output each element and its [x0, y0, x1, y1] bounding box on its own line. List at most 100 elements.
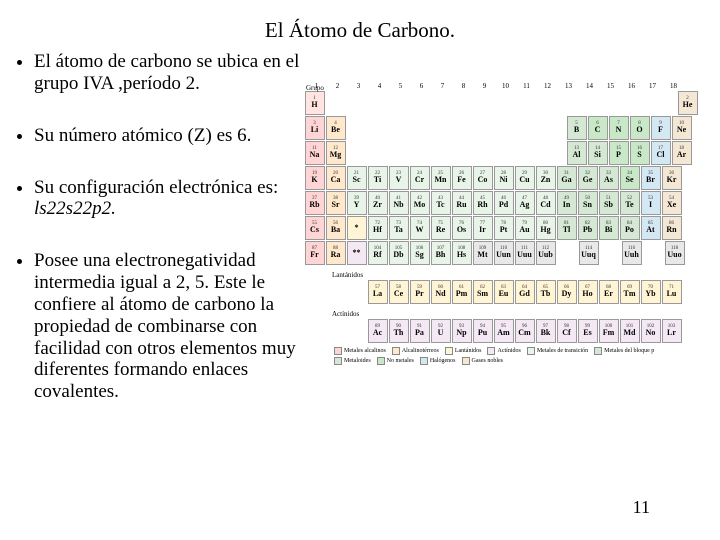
element-cell: 110Uun — [494, 241, 514, 265]
element-cell: 109Mt — [473, 241, 493, 265]
element-cell: 57La — [368, 280, 388, 304]
element-cell: 105Db — [389, 241, 409, 265]
element-cell: 96Cm — [515, 319, 535, 343]
element-cell: 59Pr — [410, 280, 430, 304]
element-cell: 90Th — [389, 319, 409, 343]
legend-item: Metales del bloque p — [594, 347, 654, 355]
element-cell: 58Ce — [389, 280, 409, 304]
element-cell: 33As — [599, 166, 619, 190]
bullet-4: Posee una electronegatividad intermedia … — [34, 250, 312, 403]
element-cell: 52Te — [620, 191, 640, 215]
element-cell: 75Re — [431, 216, 451, 240]
element-cell: 1H — [305, 91, 325, 115]
element-cell: 62Sm — [473, 280, 493, 304]
element-cell: 107Bh — [431, 241, 451, 265]
group-num: 2 — [327, 82, 348, 90]
element-cell: 112Uub — [536, 241, 556, 265]
element-cell: 39Y — [347, 191, 367, 215]
legend: Metales alcalinosAlcalinotérreosLantánid… — [334, 347, 694, 365]
group-num: 5 — [390, 82, 411, 90]
group-num: 9 — [474, 82, 495, 90]
element-cell: 80Hg — [536, 216, 556, 240]
element-cell: 76Os — [452, 216, 472, 240]
element-cell: 69Tm — [620, 280, 640, 304]
element-cell: 41Nb — [389, 191, 409, 215]
element-cell: 66Dy — [557, 280, 577, 304]
pt-row: 3Li4Be5B6C7N8O9F10Ne — [304, 115, 708, 140]
group-label: Grupo — [306, 84, 324, 92]
element-cell: 29Cu — [515, 166, 535, 190]
group-num: 17 — [642, 82, 663, 90]
legend-item: Lantánidos — [445, 347, 482, 355]
element-cell: 93Np — [452, 319, 472, 343]
element-cell: 77Ir — [473, 216, 493, 240]
element-cell: 28Ni — [494, 166, 514, 190]
element-cell: 54Xe — [662, 191, 682, 215]
bullet-list: El átomo de carbono se ubica en el grupo… — [14, 51, 312, 433]
group-num: 16 — [621, 82, 642, 90]
element-cell: 35Br — [641, 166, 661, 190]
bullet-1: El átomo de carbono se ubica en el grupo… — [34, 51, 312, 95]
element-cell: 60Nd — [431, 280, 451, 304]
bullet-2: Su número atómico (Z) es 6. — [34, 125, 312, 147]
lanthanide-row: 57La58Ce59Pr60Nd61Pm62Sm63Eu64Gd65Tb66Dy… — [367, 279, 708, 304]
legend-item: Halógenos — [420, 357, 456, 365]
lanthanide-label: Lantánidos — [332, 271, 708, 279]
periodic-table: Grupo 123456789101112131415161718 1H2He3… — [304, 82, 708, 365]
element-cell: 106Sg — [410, 241, 430, 265]
element-cell: 11Na — [305, 141, 325, 165]
pt-row: 11Na12Mg13Al14Si15P16S17Cl18Ar — [304, 140, 708, 165]
element-cell: 45Rh — [473, 191, 493, 215]
element-cell: 24Cr — [410, 166, 430, 190]
element-cell: 91Pa — [410, 319, 430, 343]
element-cell: 64Gd — [515, 280, 535, 304]
element-cell: 19K — [305, 166, 325, 190]
element-cell: 55Cs — [305, 216, 325, 240]
group-num: 15 — [600, 82, 621, 90]
element-cell: 100Fm — [599, 319, 619, 343]
element-cell: 48Cd — [536, 191, 556, 215]
element-cell: 103Lr — [662, 319, 682, 343]
element-cell: 6C — [588, 116, 608, 140]
element-cell: 12Mg — [326, 141, 346, 165]
element-cell: 72Hf — [368, 216, 388, 240]
element-cell: 92U — [431, 319, 451, 343]
pt-row: 37Rb38Sr39Y40Zr41Nb42Mo43Tc44Ru45Rh46Pd4… — [304, 190, 708, 215]
element-cell: 10Ne — [672, 116, 692, 140]
element-cell: 70Yb — [641, 280, 661, 304]
element-cell: 27Co — [473, 166, 493, 190]
element-cell: 84Po — [620, 216, 640, 240]
element-cell: 49In — [557, 191, 577, 215]
electron-config: ls22s22p2. — [34, 198, 116, 219]
group-num: 14 — [579, 82, 600, 90]
bullet-3: Su configuración electrónica es: ls22s22… — [34, 177, 312, 221]
element-cell: 95Am — [494, 319, 514, 343]
element-cell: 111Uuu — [515, 241, 535, 265]
element-cell: 47Ag — [515, 191, 535, 215]
element-cell: 53I — [641, 191, 661, 215]
element-cell: 8O — [630, 116, 650, 140]
element-cell: 81Tl — [557, 216, 577, 240]
element-cell: 56Ba — [326, 216, 346, 240]
element-cell: 78Pt — [494, 216, 514, 240]
pt-row: 1H 2He — [304, 90, 708, 115]
element-cell: 116Uuh — [622, 241, 642, 265]
group-num: 11 — [516, 82, 537, 90]
element-cell: 16S — [630, 141, 650, 165]
element-cell: ** — [347, 241, 367, 265]
element-cell: 87Fr — [305, 241, 325, 265]
element-cell: 61Pm — [452, 280, 472, 304]
element-cell: 9F — [651, 116, 671, 140]
element-cell: 14Si — [588, 141, 608, 165]
actinide-row: 89Ac90Th91Pa92U93Np94Pu95Am96Cm97Bk98Cf9… — [367, 318, 708, 343]
element-cell: 85At — [641, 216, 661, 240]
element-cell: * — [347, 216, 367, 240]
element-cell: 63Eu — [494, 280, 514, 304]
element-cell: 36Kr — [662, 166, 682, 190]
element-cell: 68Er — [599, 280, 619, 304]
legend-item: Gases nobles — [462, 357, 504, 365]
element-cell: 37Rb — [305, 191, 325, 215]
element-cell: 2He — [678, 91, 698, 115]
group-num: 13 — [558, 82, 579, 90]
element-cell: 82Pb — [578, 216, 598, 240]
